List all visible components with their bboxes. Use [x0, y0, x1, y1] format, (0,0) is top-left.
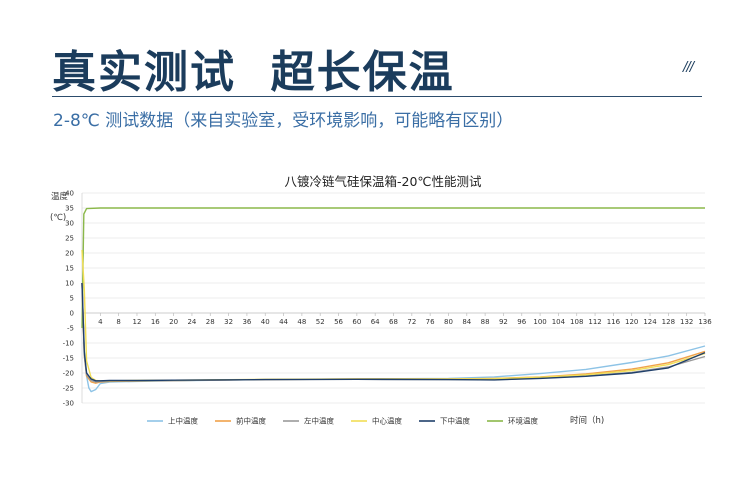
y-tick-label: -20 [63, 370, 74, 378]
x-tick-label: 132 [680, 318, 693, 326]
x-tick-label: 24 [187, 318, 196, 326]
chart-title: 八镀冷链气硅保温箱-20℃性能测试 [285, 174, 482, 189]
x-tick-label: 96 [517, 318, 526, 326]
y-tick-label: 5 [70, 295, 74, 303]
x-tick-label: 68 [389, 318, 398, 326]
y-tick-label: -15 [63, 355, 74, 363]
x-tick-label: 28 [206, 318, 215, 326]
page-title: 真实测试 超长保温 [52, 47, 455, 98]
x-tick-label: 40 [261, 318, 270, 326]
x-tick-label: 120 [625, 318, 638, 326]
x-tick-label: 60 [352, 318, 361, 326]
decorative-slashes: /// [683, 60, 694, 75]
series-line [81, 282, 706, 382]
x-tick-label: 20 [169, 318, 178, 326]
x-tick-label: 8 [116, 318, 120, 326]
series-line [81, 207, 705, 329]
y-tick-label: 0 [70, 310, 74, 318]
series-lines [81, 207, 706, 393]
x-tick-label: 124 [643, 318, 657, 326]
legend-label: 前中温度 [236, 416, 266, 426]
x-tick-label: 136 [698, 318, 712, 326]
legend-label: 环境温度 [508, 416, 538, 426]
legend-label: 中心温度 [372, 416, 402, 426]
x-tick-label: 84 [462, 318, 471, 326]
x-tick-label: 36 [242, 318, 251, 326]
y-tick-label: 10 [65, 280, 74, 288]
x-tick-label: 44 [279, 318, 288, 326]
y-tick-label: -10 [63, 340, 74, 348]
x-tick-label: 112 [588, 318, 601, 326]
y-tick-label: -5 [67, 325, 74, 333]
x-tick-label: 100 [533, 318, 546, 326]
x-tick-label: 108 [570, 318, 583, 326]
x-tick-label: 48 [297, 318, 306, 326]
grid-lines [81, 192, 705, 404]
x-tick-label: 56 [334, 318, 343, 326]
y-tick-label: 25 [65, 235, 74, 243]
y-tick-label: 35 [65, 205, 74, 213]
y-axis-unit: (℃) [50, 213, 66, 223]
x-tick-label: 116 [607, 318, 621, 326]
y-tick-label: 30 [65, 220, 74, 228]
x-tick-label: 128 [662, 318, 675, 326]
y-tick-label: -25 [63, 385, 74, 393]
x-tick-label: 76 [426, 318, 435, 326]
legend-label: 左中温度 [304, 416, 334, 426]
x-tick-label: 72 [407, 318, 416, 326]
x-tick-label: 12 [133, 318, 142, 326]
y-axis-label: 温度 [51, 191, 69, 202]
x-axis-ticks: 4 8 12 16 20 24 28 32 36 40 44 48 52 56 60 64 68 72 76 80 84… [98, 313, 712, 326]
y-tick-label: 15 [65, 265, 74, 273]
x-axis-label: 时间（h) [570, 415, 604, 426]
x-tick-label: 32 [224, 318, 233, 326]
y-tick-label: 40 [65, 190, 74, 198]
y-tick-label: -30 [63, 400, 74, 408]
y-axis-ticks: 40 35 30 25 20 15 10 5 0 -5 -10 -15 -20 -25 -30 [63, 190, 74, 408]
legend: 上中温度 前中温度 左中温度 中心温度 下中温度 环境温度 [147, 416, 538, 426]
series-line [81, 282, 706, 393]
x-tick-label: 64 [371, 318, 380, 326]
x-tick-label: 4 [98, 318, 103, 326]
y-tick-label: 20 [65, 250, 74, 258]
x-tick-label: 16 [151, 318, 160, 326]
legend-label: 上中温度 [168, 416, 198, 426]
x-tick-label: 52 [316, 318, 325, 326]
title-divider [52, 96, 702, 97]
x-tick-label: 92 [499, 318, 508, 326]
legend-label: 下中温度 [440, 416, 470, 426]
page-subtitle: 2-8℃ 测试数据（来自实验室，受环境影响，可能略有区别） [53, 111, 514, 131]
x-tick-label: 88 [481, 318, 490, 326]
x-tick-label: 104 [552, 318, 566, 326]
x-tick-label: 80 [444, 318, 453, 326]
